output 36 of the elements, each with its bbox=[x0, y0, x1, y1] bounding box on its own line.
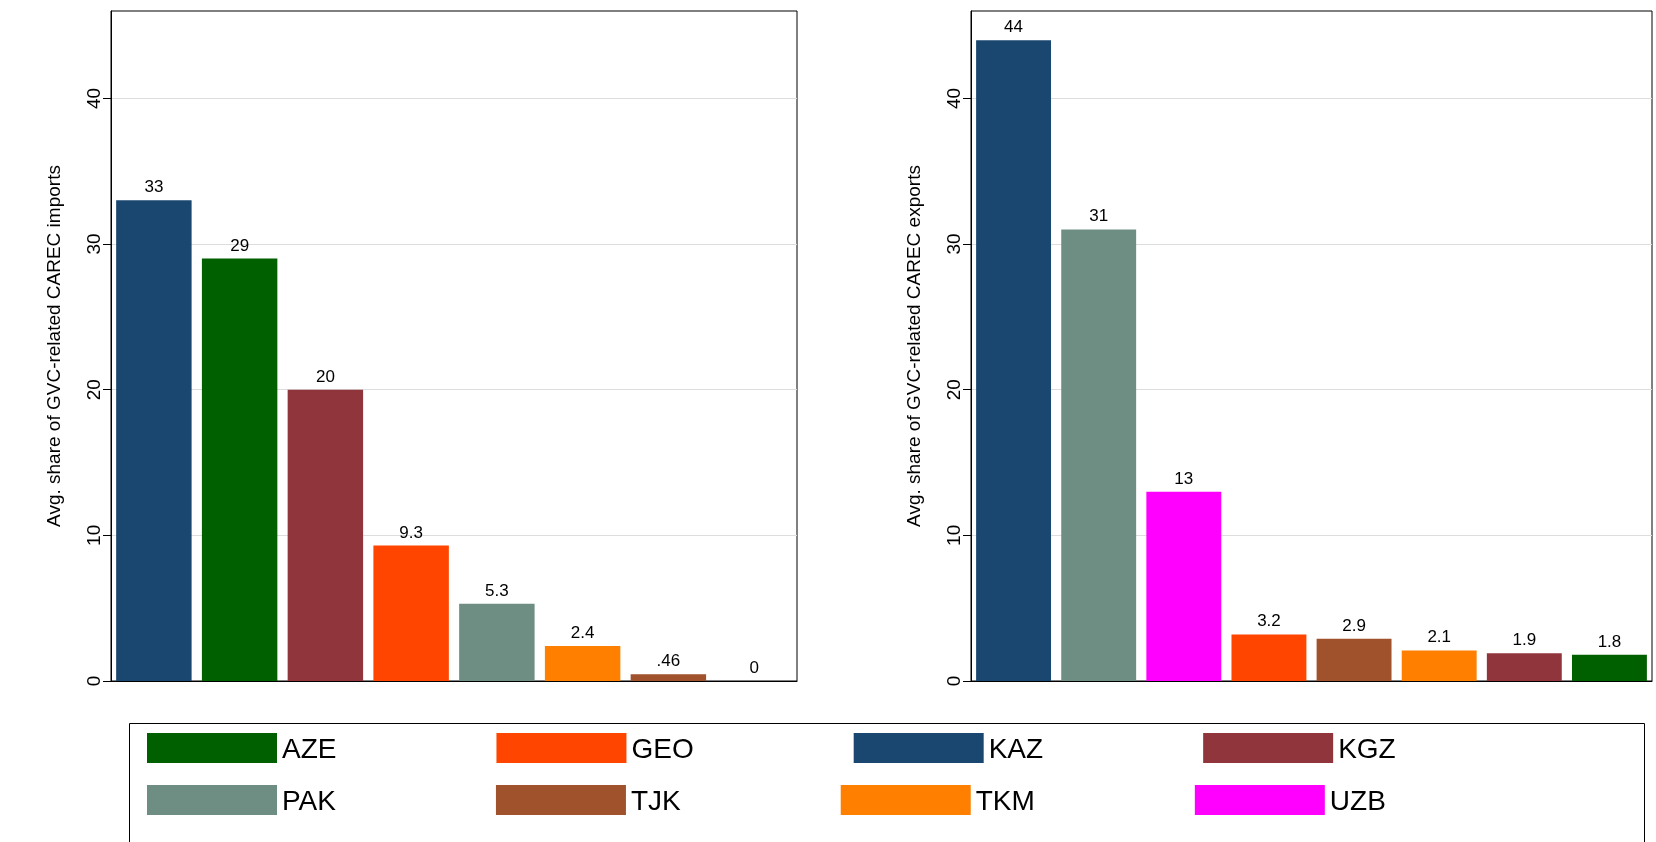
y-tick-label: 0 bbox=[943, 675, 964, 687]
data-label: 3.2 bbox=[1257, 611, 1281, 631]
y-tick-label: 40 bbox=[943, 87, 964, 109]
data-label: 13 bbox=[1174, 468, 1194, 488]
data-label: 9.3 bbox=[399, 522, 423, 542]
y-tick-label: 20 bbox=[83, 379, 104, 401]
data-label: 5.3 bbox=[485, 580, 509, 600]
y-tick-label: 0 bbox=[83, 675, 104, 687]
legend-label: UZB bbox=[1329, 784, 1386, 816]
data-label: 20 bbox=[315, 366, 335, 386]
y-tick-label: 10 bbox=[943, 524, 964, 546]
data-label: 1.8 bbox=[1597, 631, 1622, 651]
data-label: 33 bbox=[144, 177, 164, 197]
legend-label: GEO bbox=[631, 732, 694, 764]
legend-label: PAK bbox=[282, 784, 337, 816]
legend-label: KGZ bbox=[1338, 732, 1396, 764]
data-label: 0 bbox=[749, 658, 759, 677]
legend-label: KAZ bbox=[988, 732, 1044, 764]
y-tick-label: 40 bbox=[83, 87, 104, 109]
y-tick-label: 30 bbox=[943, 233, 964, 255]
y-axis-title: Avg. share of GVC-related CAREC imports bbox=[43, 165, 64, 527]
legend-label: TKM bbox=[975, 784, 1035, 816]
y-axis-title: Avg. share of GVC-related CAREC exports bbox=[903, 165, 924, 527]
data-label: .46 bbox=[656, 651, 681, 671]
data-label: 1.9 bbox=[1512, 630, 1537, 650]
y-tick-label: 20 bbox=[943, 379, 964, 401]
data-label: 31 bbox=[1089, 206, 1109, 226]
y-tick-label: 30 bbox=[83, 233, 104, 255]
y-tick-label: 10 bbox=[83, 524, 104, 546]
data-label: 44 bbox=[1004, 17, 1024, 37]
legend-label: AZE bbox=[282, 732, 337, 764]
data-label: 2.9 bbox=[1342, 615, 1366, 635]
data-label: 2.4 bbox=[570, 623, 595, 643]
legend-label: TJK bbox=[630, 784, 682, 816]
data-label: 29 bbox=[230, 235, 250, 255]
data-label: 2.1 bbox=[1427, 627, 1452, 647]
